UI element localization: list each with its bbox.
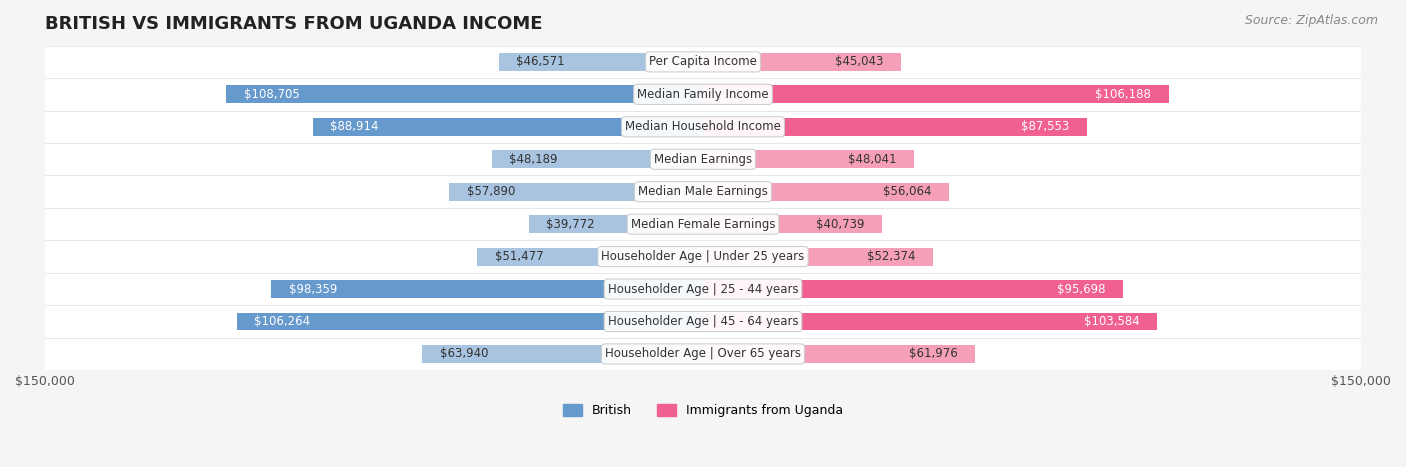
Text: $39,772: $39,772 [546,218,595,231]
Text: Householder Age | 25 - 44 years: Householder Age | 25 - 44 years [607,283,799,296]
Bar [703,345,974,363]
Bar [703,85,1168,103]
Text: Median Male Earnings: Median Male Earnings [638,185,768,198]
Bar [703,118,1087,136]
Text: $108,705: $108,705 [243,88,299,101]
Text: $46,571: $46,571 [516,56,565,68]
Text: $56,064: $56,064 [883,185,931,198]
Text: $51,477: $51,477 [495,250,543,263]
Text: $48,041: $48,041 [848,153,896,166]
Bar [703,215,882,233]
Bar [45,241,1361,273]
Text: Median Female Earnings: Median Female Earnings [631,218,775,231]
Text: $40,739: $40,739 [815,218,865,231]
Bar [45,46,1361,78]
Legend: British, Immigrants from Uganda: British, Immigrants from Uganda [558,399,848,422]
Bar [45,305,1361,338]
Text: Per Capita Income: Per Capita Income [650,56,756,68]
Text: $103,584: $103,584 [1084,315,1140,328]
Text: Householder Age | 45 - 64 years: Householder Age | 45 - 64 years [607,315,799,328]
Bar [703,53,901,71]
Bar [45,273,1361,305]
Bar [422,345,703,363]
Text: $98,359: $98,359 [290,283,337,296]
Bar [271,280,703,298]
Bar [236,312,703,331]
Text: $45,043: $45,043 [835,56,883,68]
Text: $106,188: $106,188 [1095,88,1152,101]
Text: Median Earnings: Median Earnings [654,153,752,166]
Text: $95,698: $95,698 [1057,283,1105,296]
Text: $63,940: $63,940 [440,347,488,361]
Text: BRITISH VS IMMIGRANTS FROM UGANDA INCOME: BRITISH VS IMMIGRANTS FROM UGANDA INCOME [45,15,543,33]
Text: $52,374: $52,374 [866,250,915,263]
Text: Householder Age | Over 65 years: Householder Age | Over 65 years [605,347,801,361]
Bar [703,248,932,266]
Bar [226,85,703,103]
Bar [499,53,703,71]
Bar [529,215,703,233]
Bar [492,150,703,168]
Text: Householder Age | Under 25 years: Householder Age | Under 25 years [602,250,804,263]
Text: $57,890: $57,890 [467,185,515,198]
Text: $87,553: $87,553 [1021,120,1070,133]
Bar [703,150,914,168]
Bar [477,248,703,266]
Bar [703,280,1123,298]
Bar [45,176,1361,208]
Bar [45,111,1361,143]
Bar [45,78,1361,111]
Text: $61,976: $61,976 [908,347,957,361]
Bar [45,338,1361,370]
Bar [314,118,703,136]
Text: Source: ZipAtlas.com: Source: ZipAtlas.com [1244,14,1378,27]
Bar [703,183,949,201]
Text: Median Household Income: Median Household Income [626,120,780,133]
Bar [703,312,1157,331]
Bar [45,208,1361,241]
Text: $88,914: $88,914 [330,120,380,133]
Text: Median Family Income: Median Family Income [637,88,769,101]
Bar [45,143,1361,176]
Text: $48,189: $48,189 [509,153,558,166]
Bar [449,183,703,201]
Text: $106,264: $106,264 [254,315,311,328]
